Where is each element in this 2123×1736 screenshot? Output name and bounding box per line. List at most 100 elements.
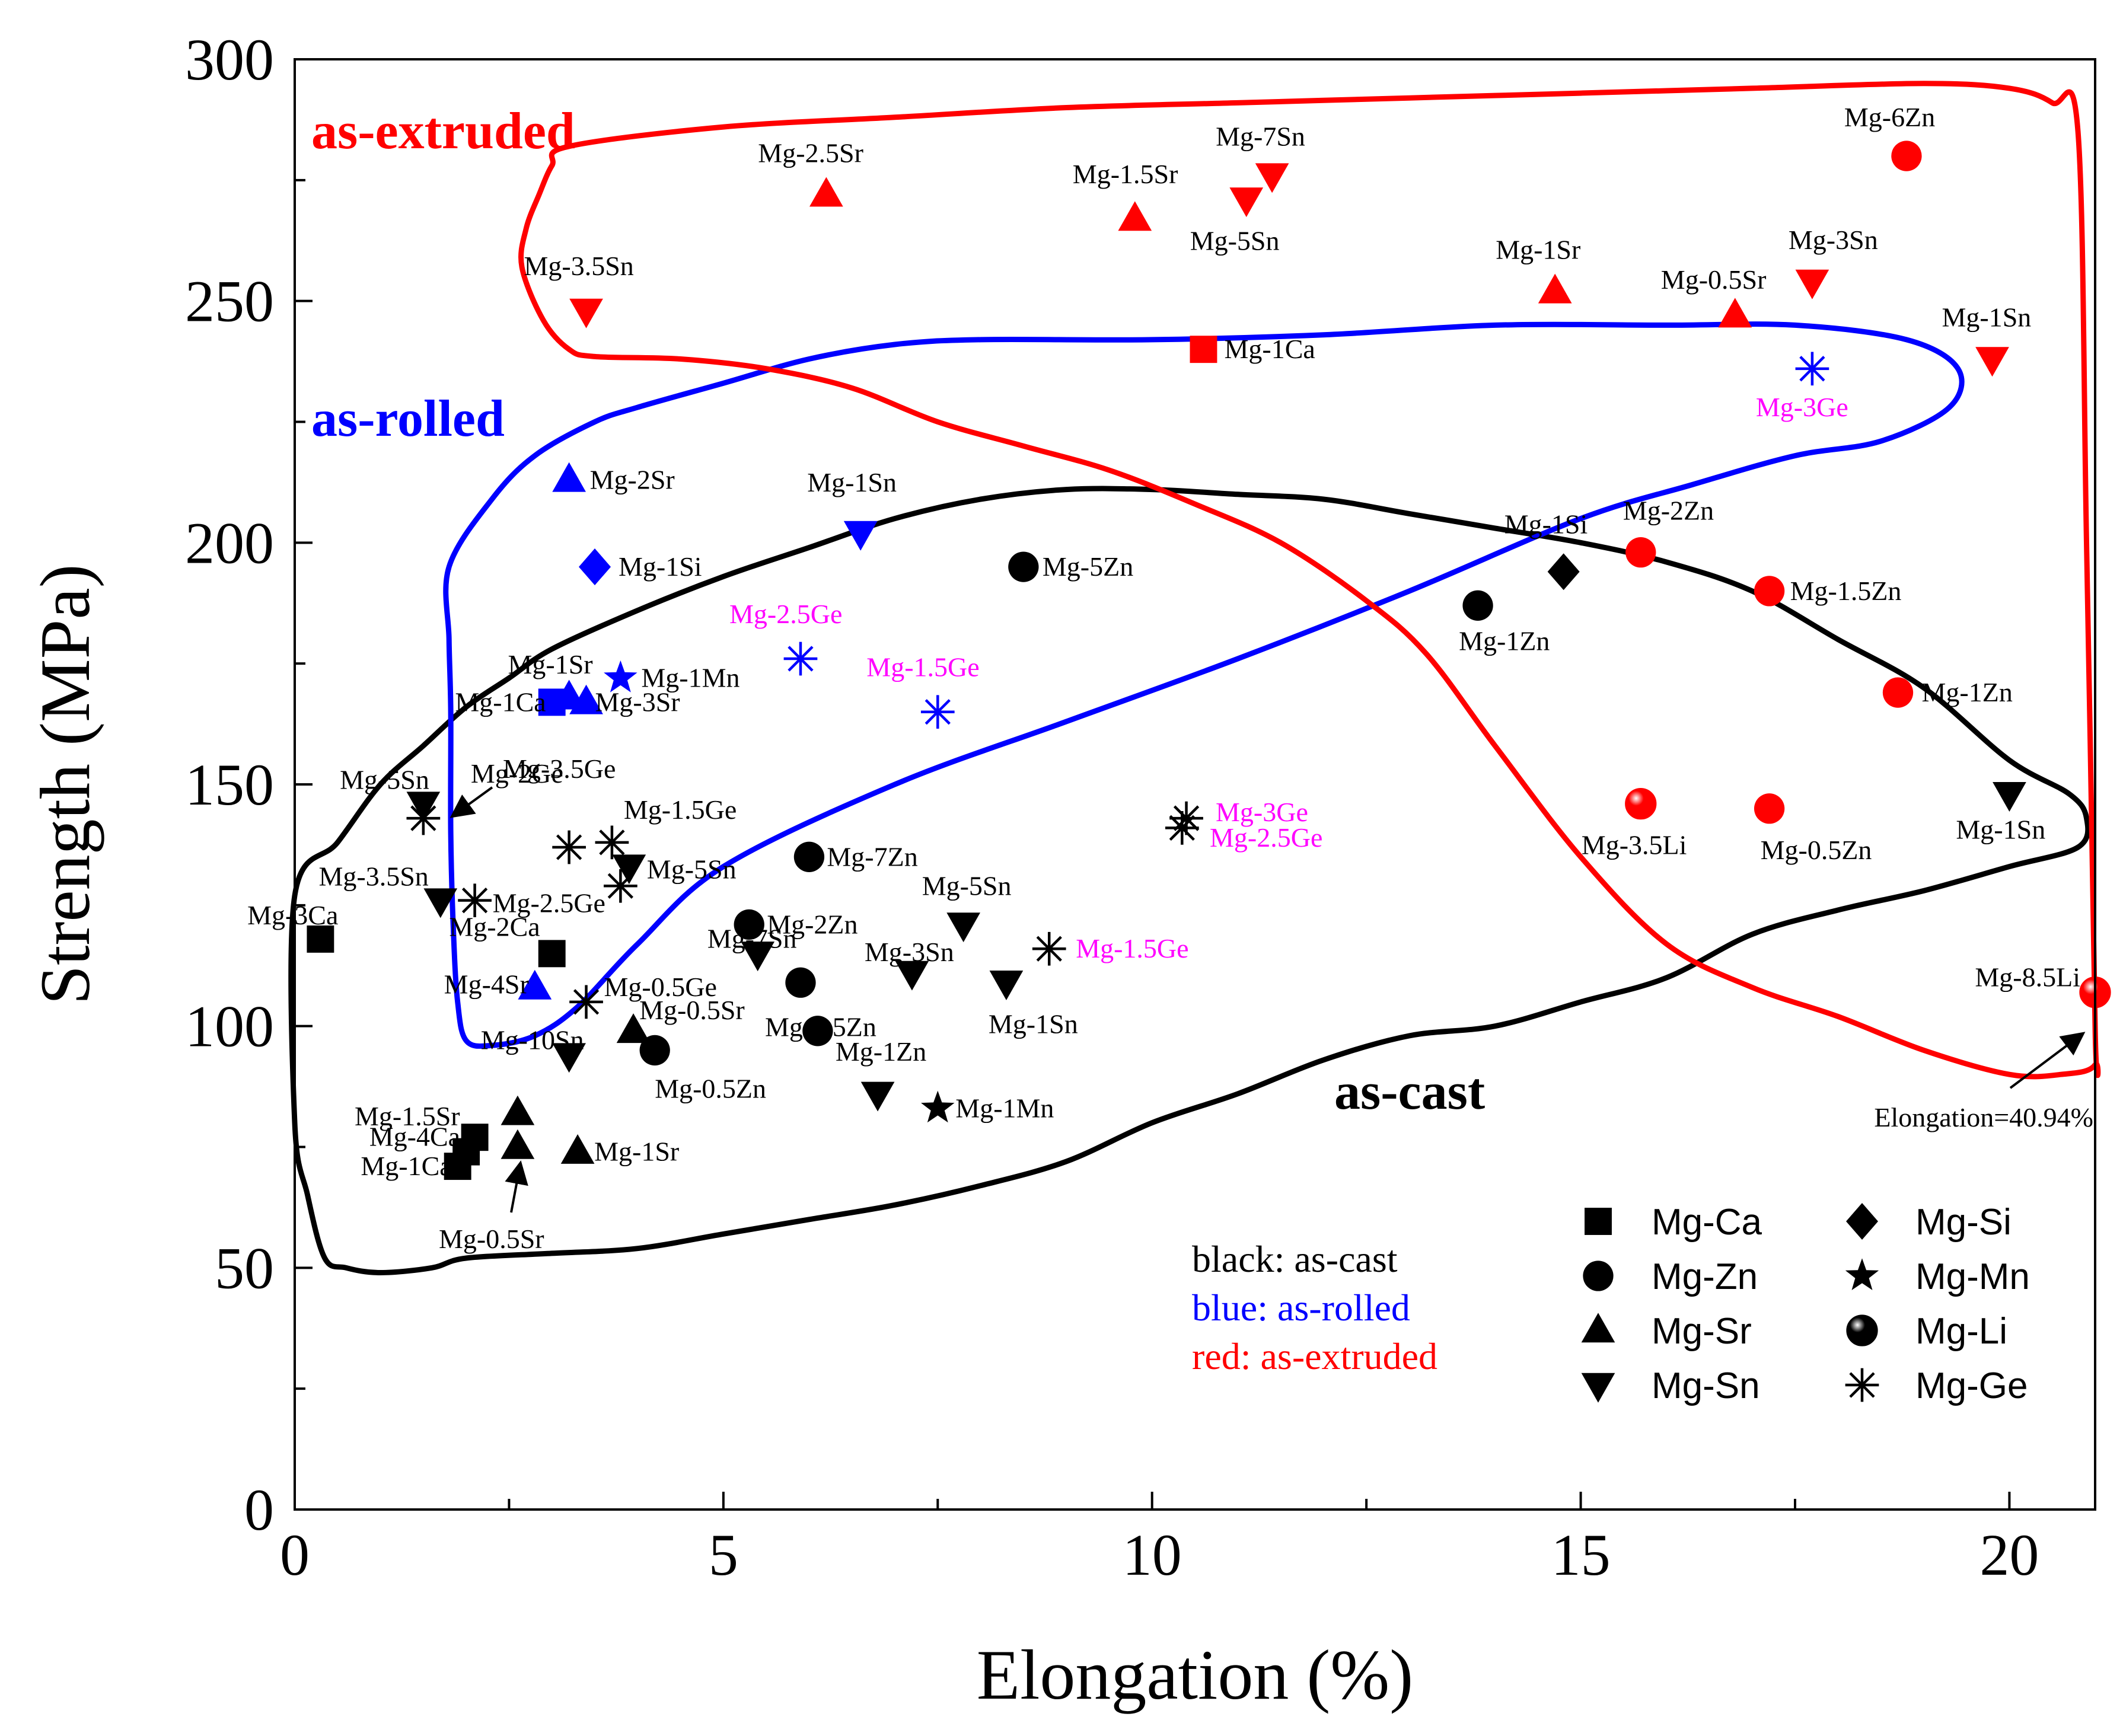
point-as-rolled-mg-4sr-7 <box>518 969 552 1000</box>
point-as-cast-mg-ge-35 <box>1165 811 1199 845</box>
point-label-as-cast-27: Mg-1Mn <box>955 1093 1054 1123</box>
mg-3.5ge-arrow <box>450 786 493 818</box>
point-as-cast-mg-1.5zn-9 <box>785 967 816 998</box>
y-tick-label: 150 <box>185 752 274 818</box>
point-as-rolled-mg-1ca-5 <box>538 688 566 716</box>
point-label-as-extruded-6: Mg-1Sr <box>1496 234 1580 264</box>
point-label-as-cast-2: Mg-1.5Sr <box>355 1101 460 1131</box>
point-label-as-cast-7: Mg-7Zn <box>827 841 917 872</box>
region-as-extruded-outline <box>518 81 2101 1080</box>
legend-label-mg-sn: Mg-Sn <box>1652 1365 1760 1406</box>
point-label-as-cast-10: Mg-1Zn <box>836 1036 926 1067</box>
point-as-cast-mg-0.5ge-33 <box>569 985 603 1019</box>
point-labels: Mg-3Ca Mg-2CaMg-1.5SrMg-4CaMg-1CaMg-5ZnMg… <box>247 102 2080 1181</box>
legend-label-mg-si: Mg-Si <box>1915 1202 2012 1243</box>
point-label-as-cast-1: Mg-2Ca <box>449 911 540 942</box>
point-label-as-extruded-0: Mg-7Sn <box>1216 122 1305 152</box>
point-as-extruded-mg-2.5sr-2 <box>809 177 843 207</box>
x-tick-label: 15 <box>1551 1522 1611 1588</box>
point-as-cast-mg-sr-14 <box>501 1095 535 1125</box>
point-as-cast-mg-1si-26 <box>1547 553 1580 591</box>
legend-label-mg-ca: Mg-Ca <box>1652 1202 1762 1243</box>
point-label-as-cast-20: Mg-5Sn <box>922 870 1012 901</box>
point-label-as-rolled-8: Mg-2.5Ge <box>729 599 842 629</box>
point-as-extruded-mg-6zn-4 <box>1891 141 1922 171</box>
legend-marker-mg-sr <box>1581 1313 1615 1343</box>
point-as-cast-mg-1mn-27 <box>921 1090 955 1123</box>
point-as-extruded-mg-7sn-0 <box>1255 163 1289 193</box>
legend-label-mg-zn: Mg-Zn <box>1652 1256 1758 1297</box>
point-label-as-rolled-2: Mg-1Sn <box>807 467 897 497</box>
point-as-extruded-mg-2zn-11 <box>1625 537 1656 568</box>
point-label-as-extruded-11: Mg-2Zn <box>1623 496 1714 526</box>
mg-0.5sr-arrow <box>505 1160 528 1213</box>
point-as-cast-mg-10sn-23 <box>552 1043 586 1073</box>
point-as-cast-mg-ge-34 <box>1169 801 1203 835</box>
point-as-extruded-mg-1sn-9 <box>1975 347 2009 377</box>
point-as-extruded-mg-1sr-6 <box>1538 273 1572 304</box>
point-as-extruded-mg-1ca-10 <box>1190 336 1217 363</box>
y-tick-label: 0 <box>244 1477 274 1543</box>
point-label-as-cast-6: Mg-1Zn <box>1459 626 1550 656</box>
point-as-cast-mg-7zn-7 <box>793 841 825 872</box>
point-as-cast-mg-5sn-18 <box>612 854 646 885</box>
point-as-cast-mg-3sn-21 <box>895 960 929 991</box>
point-as-rolled-mg-1mn-3 <box>604 660 637 693</box>
point-as-extruded-mg-3.5sn-5 <box>569 298 603 328</box>
point-label-as-cast-17: Mg-3.5Sn <box>318 861 428 892</box>
legend-label-mg-mn: Mg-Mn <box>1915 1256 2030 1297</box>
region-as-cast-outline <box>288 486 2091 1275</box>
legend-marker-mg-li <box>1846 1314 1878 1346</box>
point-label-as-cast-9: Mg-1.5Zn <box>765 1011 876 1042</box>
point-as-cast-mg-1sn-22 <box>989 971 1024 1000</box>
point-label-as-extruded-1: Mg-5Sn <box>1190 225 1280 256</box>
color-note-0: black: as-cast <box>1192 1238 1398 1280</box>
point-label-as-cast-0: Mg-3Ca <box>247 900 338 930</box>
point-as-cast-mg-1.5ge-29 <box>595 825 629 860</box>
point-label-as-rolled-3: Mg-1Mn <box>641 663 739 693</box>
y-tick-label: 100 <box>185 994 274 1060</box>
x-tick-label: 5 <box>709 1522 738 1588</box>
point-label-as-cast-18: Mg-5Sn <box>647 854 737 885</box>
point-as-cast-mg-sr-15 <box>501 1129 535 1159</box>
point-label-as-cast-29: Mg-1.5Ge <box>624 794 737 825</box>
point-label-as-cast-8: Mg-2Zn <box>767 909 858 939</box>
point-as-cast-mg-1sr-13 <box>560 1134 595 1164</box>
point-as-rolled-mg-3ge-10 <box>1795 352 1829 386</box>
point-as-cast-mg-2.5ge-32 <box>458 883 492 918</box>
legend-marker-mg-ca <box>1585 1208 1612 1235</box>
point-label-as-rolled-9: Mg-1.5Ge <box>866 652 979 682</box>
legend-label-mg-sr: Mg-Sr <box>1652 1311 1752 1352</box>
point-as-cast-mg-1zn-6 <box>1462 590 1493 621</box>
mg-2.5ge-cast-label: Mg-2.5Ge <box>1210 822 1322 853</box>
elongation-arrow <box>2009 1032 2086 1089</box>
region-label-as-rolled: as-rolled <box>311 390 505 448</box>
point-label-as-cast-16: Mg-5Sn <box>340 765 429 795</box>
color-note-1: blue: as-rolled <box>1192 1287 1410 1329</box>
point-label-as-cast-33: Mg-0.5Ge <box>604 972 717 1002</box>
point-label-as-rolled-1: Mg-1Si <box>619 551 702 582</box>
point-label-as-cast-23: Mg-10Sn <box>481 1025 584 1055</box>
point-label-as-cast-25: Mg-1Sn <box>1956 814 2045 844</box>
region-label-as-cast: as-cast <box>1334 1063 1485 1121</box>
y-tick-label: 250 <box>185 269 274 334</box>
point-as-rolled-mg-1.5ge-9 <box>920 695 955 729</box>
legend: black: as-cast blue: as-rolled red: as-ext… <box>1192 1202 2030 1406</box>
x-axis-title: Elongation (%) <box>977 1635 1413 1714</box>
mg-3.5ge-note: Mg-3.5Ge <box>503 754 616 784</box>
point-as-cast-mg-5zn-5 <box>1008 551 1039 582</box>
point-as-rolled-mg-2.5ge-8 <box>783 642 818 676</box>
y-axis-title: Strength (MPa) <box>25 564 104 1004</box>
point-as-cast-mg-ge-30 <box>552 830 586 864</box>
point-as-cast-mg-2ca-1 <box>538 940 566 968</box>
point-label-as-extruded-13: Mg-1Zn <box>1922 677 2013 707</box>
point-label-as-extruded-7: Mg-0.5Sr <box>1661 264 1767 295</box>
y-tick-label: 50 <box>215 1235 274 1301</box>
point-label-as-extruded-3: Mg-1.5Sr <box>1073 159 1178 189</box>
point-label-as-extruded-5: Mg-3.5Sn <box>524 251 634 281</box>
annotations: Elongation=40.94%Mg-0.5SrMg-3.5GeMg-3GeM… <box>439 754 2093 1254</box>
point-as-cast-mg-2zn-8 <box>734 909 764 940</box>
point-label-as-cast-11: Mg-0.5Zn <box>655 1073 766 1103</box>
legend-marker-mg-si <box>1846 1202 1878 1240</box>
